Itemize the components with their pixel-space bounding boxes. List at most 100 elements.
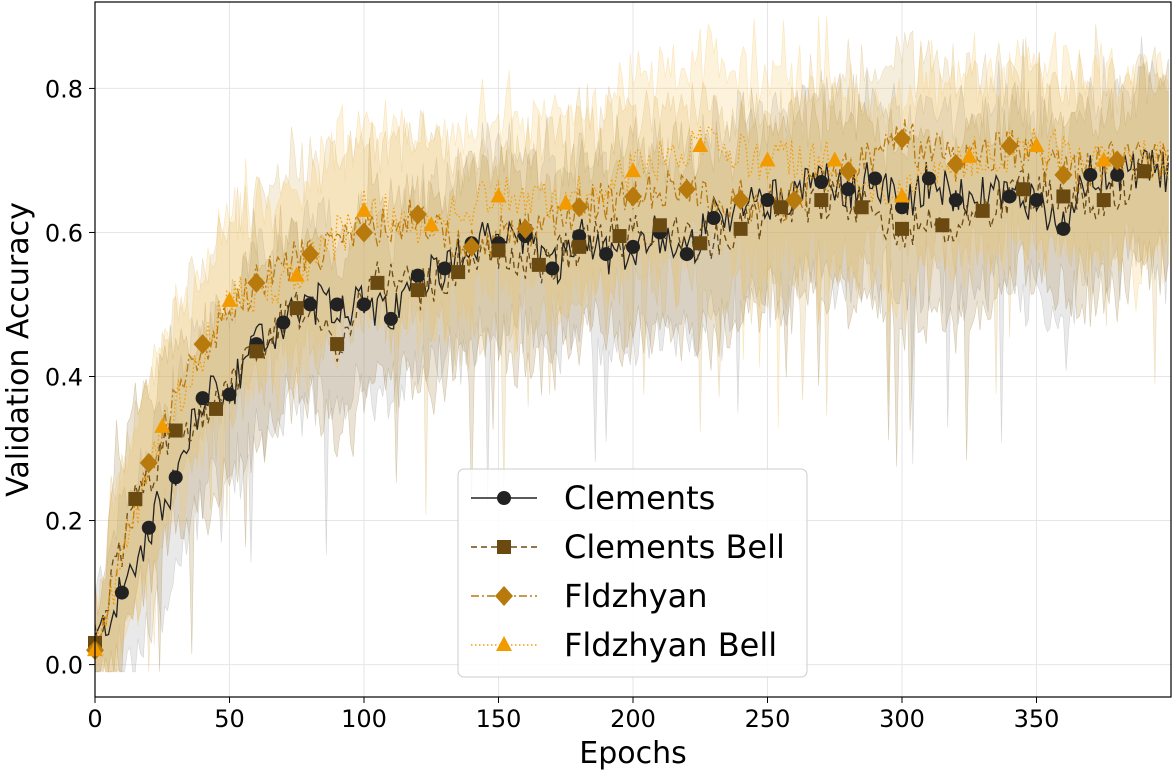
y-tick-label: 0.0 bbox=[45, 652, 83, 680]
x-tick-label: 50 bbox=[214, 705, 245, 733]
clements-marker bbox=[222, 387, 237, 402]
fldzhyan-marker bbox=[785, 190, 804, 211]
clements-bell-marker bbox=[895, 221, 909, 236]
clements-marker bbox=[357, 297, 371, 312]
fldzhyan-bell-marker bbox=[759, 151, 776, 167]
legend: Clements Clements Bell Fldzhyan Fldzhyan Be… bbox=[457, 468, 808, 678]
clements-bell-marker bbox=[1096, 193, 1111, 208]
x-tick-label: 0 bbox=[87, 705, 102, 733]
clements-marker bbox=[437, 261, 452, 276]
clements-bell-marker bbox=[693, 236, 708, 251]
fldzhyan-bell-marker bbox=[1095, 151, 1112, 167]
clements-marker bbox=[195, 391, 210, 406]
fldzhyan-marker bbox=[624, 186, 642, 207]
clements-bell-marker bbox=[814, 193, 829, 208]
clements-bell-marker bbox=[168, 423, 183, 438]
x-tick-label: 150 bbox=[476, 705, 522, 733]
fldzhyan-marker bbox=[1000, 136, 1019, 157]
fldzhyan-marker bbox=[462, 236, 481, 257]
clements-bell-marker bbox=[491, 243, 506, 258]
legend-box bbox=[457, 468, 808, 678]
clements-line bbox=[94, 149, 1169, 637]
fldzhyan-bell-marker bbox=[423, 216, 440, 232]
clements-marker bbox=[921, 171, 936, 186]
y-tick-label: 0.4 bbox=[45, 364, 83, 392]
x-axis-label: Epochs bbox=[579, 736, 687, 771]
y-axis-label: Validation Accuracy bbox=[1, 202, 36, 497]
fldzhyan-marker bbox=[893, 128, 911, 149]
fldzhyan-bell-marker bbox=[692, 137, 709, 153]
fldzhyan-marker bbox=[193, 334, 212, 355]
clements-bell-marker bbox=[652, 218, 667, 233]
legend-marker-fldzhyan-bell bbox=[496, 636, 512, 651]
fldzhyan-marker bbox=[570, 197, 589, 218]
fldzhyan-bell-marker bbox=[1028, 137, 1045, 153]
clements-marker bbox=[141, 520, 156, 535]
y-tick-label: 0.2 bbox=[45, 508, 83, 536]
fldzhyan-marker bbox=[355, 222, 373, 243]
x-tick-label: 250 bbox=[745, 705, 791, 733]
y-tick-label: 0.6 bbox=[45, 219, 83, 247]
clements-marker bbox=[114, 585, 129, 600]
legend-marker-clements bbox=[497, 491, 511, 505]
fldzhyan-marker bbox=[139, 452, 158, 473]
fldzhyan-bell-marker bbox=[356, 201, 372, 217]
clements-marker bbox=[168, 470, 183, 485]
legend-label-fldzhyan: Fldzhyan bbox=[564, 577, 708, 615]
fldzhyan-marker bbox=[677, 179, 696, 200]
fldzhyan-bell-marker bbox=[154, 417, 171, 433]
clements-marker bbox=[1029, 193, 1044, 208]
clements-bell-marker bbox=[1137, 164, 1152, 179]
x-tick-label: 100 bbox=[341, 705, 387, 733]
axis-ticks: 0 50 100 150 200 250 300 350 0.0 0.2 0.4 0.6 0.8 bbox=[45, 75, 1060, 733]
fldzhyan-marker bbox=[731, 190, 750, 211]
fldzhyan-marker bbox=[408, 204, 427, 225]
clements-marker bbox=[948, 193, 963, 208]
legend-label-clements-bell: Clements Bell bbox=[564, 528, 785, 566]
clements-bell-marker bbox=[935, 218, 950, 233]
clements-bell-marker bbox=[1016, 182, 1031, 197]
clements-bell-marker bbox=[854, 200, 869, 215]
fldzhyan-marker bbox=[1108, 150, 1127, 171]
fldzhyan-band bbox=[94, 24, 1169, 673]
clements-marker bbox=[814, 175, 829, 190]
clements-bell-marker bbox=[209, 401, 224, 416]
clements-bell-marker bbox=[128, 491, 143, 506]
clements-marker bbox=[599, 247, 614, 262]
legend-marker-clements-bell bbox=[497, 540, 511, 554]
clements-bell-marker bbox=[612, 229, 627, 244]
clements-bell-marker bbox=[975, 203, 990, 218]
clements-marker bbox=[1110, 167, 1125, 182]
clements-bell-marker bbox=[572, 239, 587, 254]
legend-label-fldzhyan-bell: Fldzhyan Bell bbox=[564, 626, 777, 664]
clements-marker bbox=[706, 211, 721, 226]
clements-marker bbox=[410, 268, 425, 283]
x-tick-label: 300 bbox=[879, 705, 925, 733]
x-tick-label: 350 bbox=[1014, 705, 1060, 733]
clements-marker bbox=[1083, 167, 1098, 182]
clements-bell-marker bbox=[289, 301, 304, 316]
fldzhyan-bell-marker bbox=[288, 266, 305, 282]
clements-marker bbox=[383, 311, 398, 326]
fldzhyan-marker bbox=[247, 272, 266, 293]
legend-label-clements: Clements bbox=[564, 479, 715, 517]
clements-bell-marker bbox=[249, 344, 264, 359]
clements-bell-marker bbox=[330, 337, 345, 352]
clements-bell-marker bbox=[733, 221, 748, 236]
clements-marker bbox=[760, 193, 775, 208]
legend-item-clements-bell: Clements Bell bbox=[471, 528, 785, 566]
fldzhyan-bell-marker bbox=[221, 291, 238, 307]
clements-bell-marker bbox=[370, 275, 385, 290]
clements-marker bbox=[895, 200, 909, 215]
clements-marker bbox=[679, 247, 694, 262]
clements-bell-marker bbox=[773, 200, 788, 215]
fldzhyan-marker bbox=[301, 244, 320, 265]
series-markers bbox=[86, 128, 1152, 661]
fldzhyan-bell-band bbox=[94, 16, 1169, 673]
fldzhyan-bell-marker bbox=[490, 187, 507, 203]
fldzhyan-bell-marker bbox=[894, 187, 910, 203]
clements-marker bbox=[1002, 189, 1017, 204]
clements-bell-marker bbox=[531, 257, 546, 272]
fldzhyan-bell-marker bbox=[625, 162, 641, 178]
